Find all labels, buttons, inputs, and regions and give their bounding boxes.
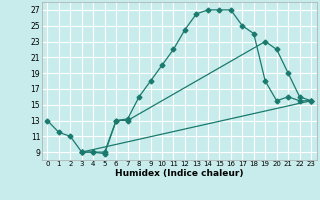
- X-axis label: Humidex (Indice chaleur): Humidex (Indice chaleur): [115, 169, 244, 178]
